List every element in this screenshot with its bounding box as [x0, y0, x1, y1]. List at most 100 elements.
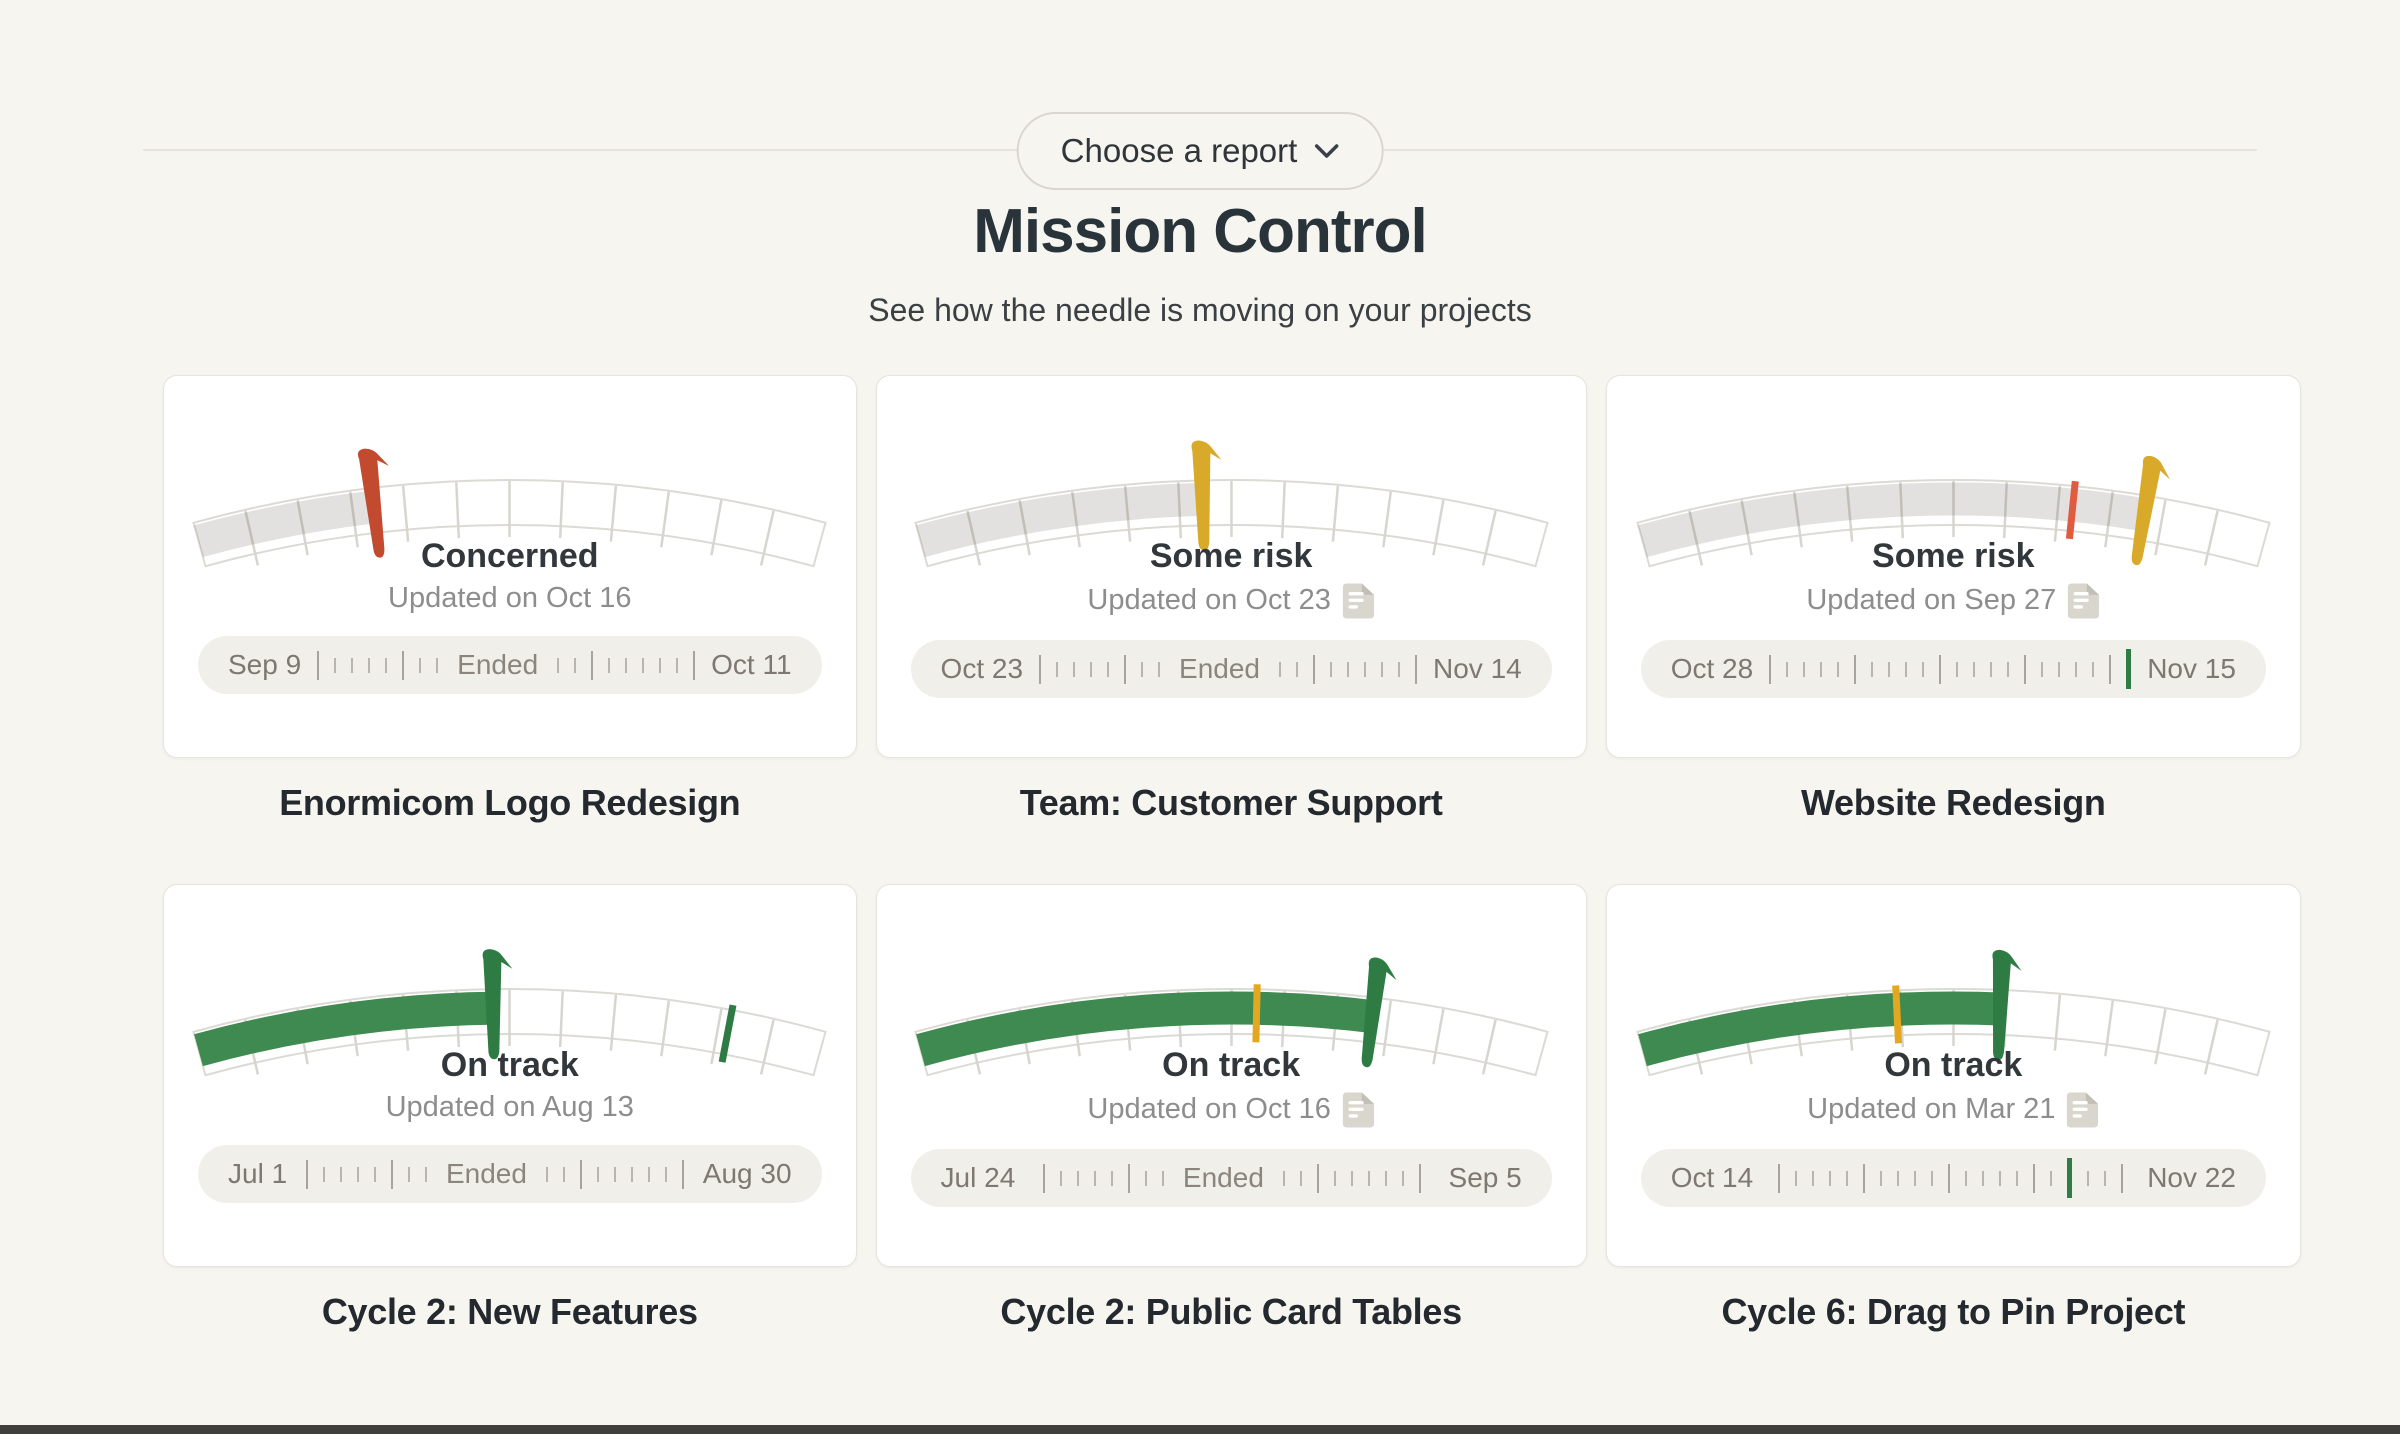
page-header: Choose a report Mission Control See how … — [0, 0, 2400, 375]
ruler-tick — [664, 1166, 667, 1182]
chevron-down-icon — [1314, 144, 1339, 158]
ruler-tick — [407, 1166, 410, 1182]
ruler-tick — [1811, 1170, 1814, 1186]
project-cell: Some risk Updated on Sep 27 Oct 28 Nov 1… — [1605, 375, 2301, 884]
note-icon — [2065, 1091, 2099, 1128]
ruler-tick — [1879, 1170, 1882, 1186]
ruler-tick — [642, 657, 645, 673]
ruler-tick — [1333, 1170, 1336, 1186]
project-report-card[interactable]: On track Updated on Aug 13 Jul 1 Ended A… — [163, 884, 857, 1267]
ruler-tick — [1296, 661, 1298, 677]
start-date: Oct 14 — [1670, 1162, 1754, 1193]
updated-text: Updated on Mar 21 — [1807, 1093, 2056, 1125]
ruler-tick — [1039, 654, 1042, 684]
report-picker-button[interactable]: Choose a report — [1016, 112, 1384, 190]
ruler-tick — [1922, 661, 1925, 677]
status-label: Some risk — [1872, 537, 2035, 575]
ruler-tick — [1381, 661, 1383, 677]
project-report-card[interactable]: On track Updated on Mar 21 Oct 14 Nov 22 — [1605, 884, 2301, 1267]
project-report-card[interactable]: Some risk Updated on Oct 23 Oct 23 Ended… — [875, 375, 1587, 758]
ruler-tick — [630, 1166, 633, 1182]
ruler-tick — [356, 1166, 359, 1182]
ruler-ticks: Ended — [317, 649, 696, 681]
ruler-tick — [1144, 1170, 1147, 1186]
ruler-tick — [1854, 654, 1857, 684]
ruler-tick — [1330, 661, 1332, 677]
report-picker-label: Choose a report — [1060, 132, 1298, 169]
updated-text: Updated on Oct 16 — [388, 582, 632, 614]
ruler-tick — [1090, 661, 1093, 677]
ruler-ticks: Ended — [1031, 1162, 1432, 1194]
ruler-tick — [2092, 661, 2095, 677]
ruler-tick — [1350, 1170, 1353, 1186]
project-title[interactable]: Cycle 6: Drag to Pin Project — [1721, 1291, 2186, 1332]
ruler-tick — [305, 1159, 308, 1189]
bottom-window-edge — [0, 1425, 2400, 1434]
ruler-tick — [625, 657, 628, 673]
ruler-tick — [596, 1166, 599, 1182]
ruler-tick — [1398, 661, 1400, 677]
ruler-tick — [1107, 661, 1110, 677]
ruler-tick — [402, 650, 405, 680]
ruler-tick — [1124, 654, 1127, 684]
ruler-tick — [1803, 661, 1806, 677]
project-report-card[interactable]: Concerned Updated on Oct 16 Sep 9 Ended … — [163, 375, 857, 758]
updated-line: Updated on Oct 16 — [388, 582, 631, 615]
date-range-ruler: Oct 23 Ended Nov 14 — [910, 640, 1552, 698]
ruler-tick — [2015, 1170, 2018, 1186]
start-date: Oct 23 — [940, 653, 1024, 684]
project-report-card[interactable]: On track Updated on Oct 16 Jul 24 Ended … — [875, 884, 1587, 1267]
updated-line: Updated on Oct 23 — [1087, 582, 1374, 619]
ruler-tick — [1073, 661, 1076, 677]
project-title[interactable]: Cycle 2: Public Card Tables — [1000, 1291, 1462, 1332]
updated-line: Updated on Mar 21 — [1807, 1091, 2099, 1128]
ruler-tick — [334, 657, 337, 673]
start-date: Oct 28 — [1670, 653, 1754, 684]
ruler-tick — [424, 1166, 427, 1182]
date-range-ruler: Jul 24 Ended Sep 5 — [910, 1149, 1552, 1207]
date-range-ruler: Oct 14 Nov 22 — [1640, 1149, 2266, 1207]
needle-gauge — [913, 440, 1549, 568]
ruler-ticks: Ended — [1039, 653, 1417, 685]
project-report-card[interactable]: Some risk Updated on Sep 27 Oct 28 Nov 1… — [1605, 375, 2301, 758]
ended-label: Ended — [1182, 1162, 1264, 1193]
ruler-tick — [608, 657, 611, 673]
ruler-tick — [1871, 661, 1874, 677]
ruler-tick — [1794, 1170, 1797, 1186]
end-date: Nov 15 — [2147, 653, 2236, 684]
project-title[interactable]: Website Redesign — [1801, 782, 2106, 823]
status-label: Concerned — [420, 537, 599, 575]
ruler-tick — [351, 657, 354, 673]
date-range-ruler: Jul 1 Ended Aug 30 — [198, 1145, 822, 1203]
status-label: On track — [1884, 1046, 2023, 1084]
ruler-tick — [1316, 1163, 1319, 1193]
ruler-tick — [1401, 1170, 1404, 1186]
ruler-tick — [436, 657, 439, 673]
ruler-tick — [1161, 1170, 1164, 1186]
ruler-tick — [1990, 661, 1993, 677]
start-date: Sep 9 — [228, 649, 302, 680]
ruler-tick — [1313, 654, 1315, 684]
ruler-tick — [317, 650, 320, 680]
ruler-tick — [1786, 661, 1789, 677]
date-range-ruler: Oct 28 Nov 15 — [1640, 640, 2266, 698]
project-cell: Some risk Updated on Oct 23 Oct 23 Ended… — [875, 375, 1587, 884]
ruler-tick — [1279, 661, 1281, 677]
target-date-marker — [2126, 649, 2132, 689]
ruler-tick — [1093, 1170, 1096, 1186]
ruler-tick — [419, 657, 422, 673]
project-title[interactable]: Enormicom Logo Redesign — [279, 782, 741, 823]
note-icon — [1341, 582, 1375, 619]
project-title[interactable]: Team: Customer Support — [1019, 782, 1443, 823]
ruler-tick — [681, 1159, 684, 1189]
updated-line: Updated on Sep 27 — [1806, 582, 2100, 619]
ruler-tick — [1769, 654, 1772, 684]
ruler-tick — [545, 1166, 548, 1182]
needle-gauge — [1636, 455, 2271, 568]
ruler-tick — [1939, 654, 1942, 684]
ruler-tick — [676, 657, 679, 673]
ruler-tick — [1837, 661, 1840, 677]
project-title[interactable]: Cycle 2: New Features — [321, 1291, 698, 1332]
status-label: On track — [440, 1046, 579, 1084]
